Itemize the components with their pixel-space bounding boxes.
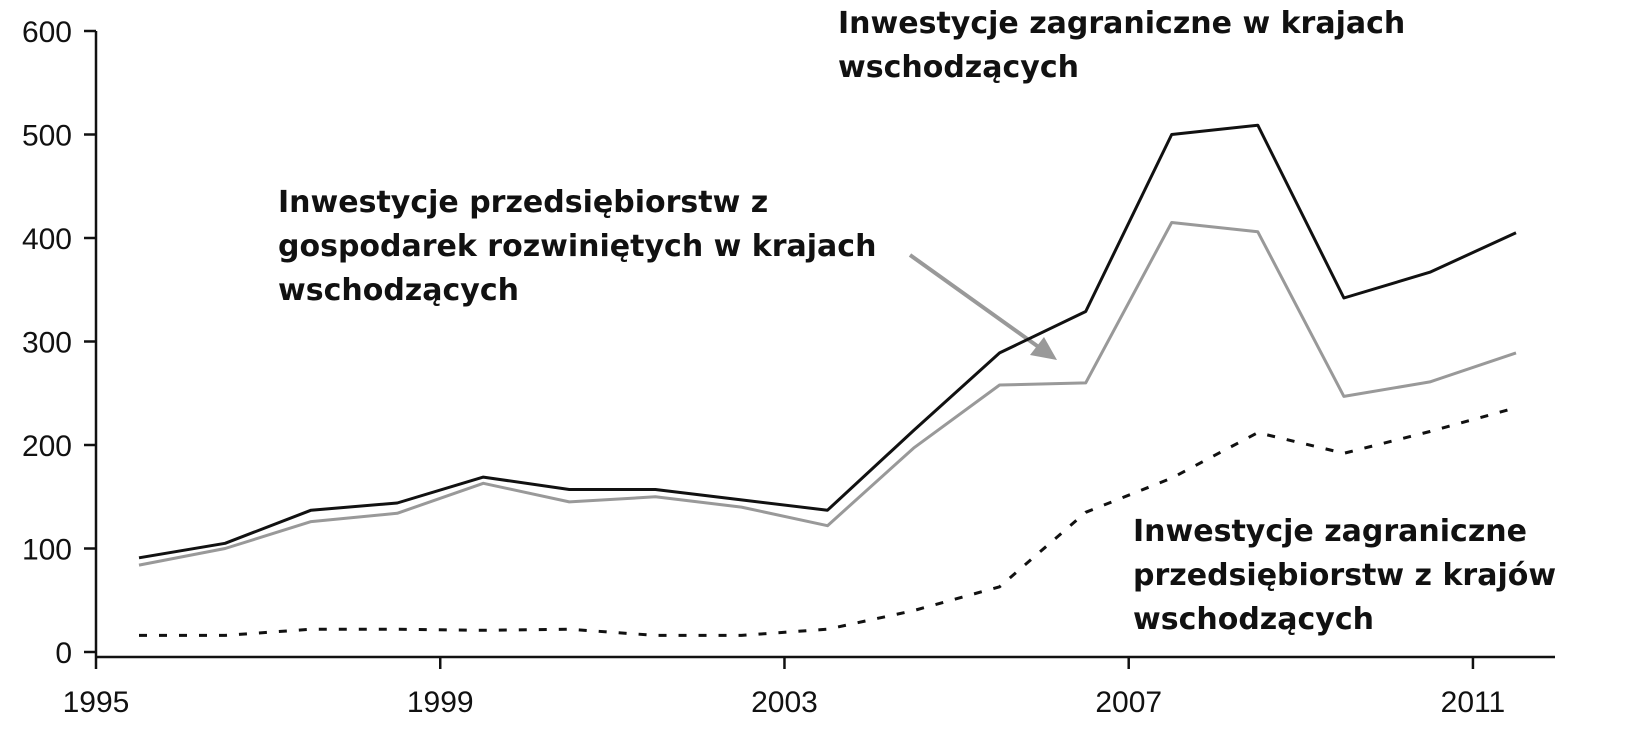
arrow-head bbox=[1030, 337, 1057, 360]
y-tick-label: 500 bbox=[22, 120, 72, 153]
x-tick-label: 2011 bbox=[1441, 686, 1506, 719]
y-tick-label: 400 bbox=[22, 223, 72, 256]
annotation: wschodzących bbox=[278, 273, 519, 308]
y-tick-label: 600 bbox=[22, 16, 72, 49]
y-tick-label: 0 bbox=[55, 637, 72, 670]
annotation: Inwestycje przedsiębiorstw z bbox=[278, 185, 768, 220]
annotation: Inwestycje zagraniczne w krajach bbox=[838, 6, 1405, 41]
annotation: wschodzących bbox=[1133, 602, 1374, 637]
annotation: wschodzących bbox=[838, 50, 1079, 85]
x-tick-label: 1995 bbox=[63, 686, 130, 719]
x-tick-label: 1999 bbox=[407, 686, 474, 719]
y-tick-label: 200 bbox=[22, 430, 72, 463]
arrow-shaft bbox=[908, 253, 1042, 350]
y-tick-label: 100 bbox=[22, 534, 72, 567]
annotation: Inwestycje zagraniczne bbox=[1133, 514, 1527, 549]
x-tick-label: 2003 bbox=[751, 686, 818, 719]
series-line bbox=[138, 221, 1517, 567]
annotation: przedsiębiorstw z krajów bbox=[1133, 558, 1556, 593]
x-tick-label: 2007 bbox=[1095, 686, 1162, 719]
y-tick-label: 300 bbox=[22, 327, 72, 360]
annotation: gospodarek rozwiniętych w krajach bbox=[278, 229, 876, 264]
series-line bbox=[138, 123, 1517, 560]
